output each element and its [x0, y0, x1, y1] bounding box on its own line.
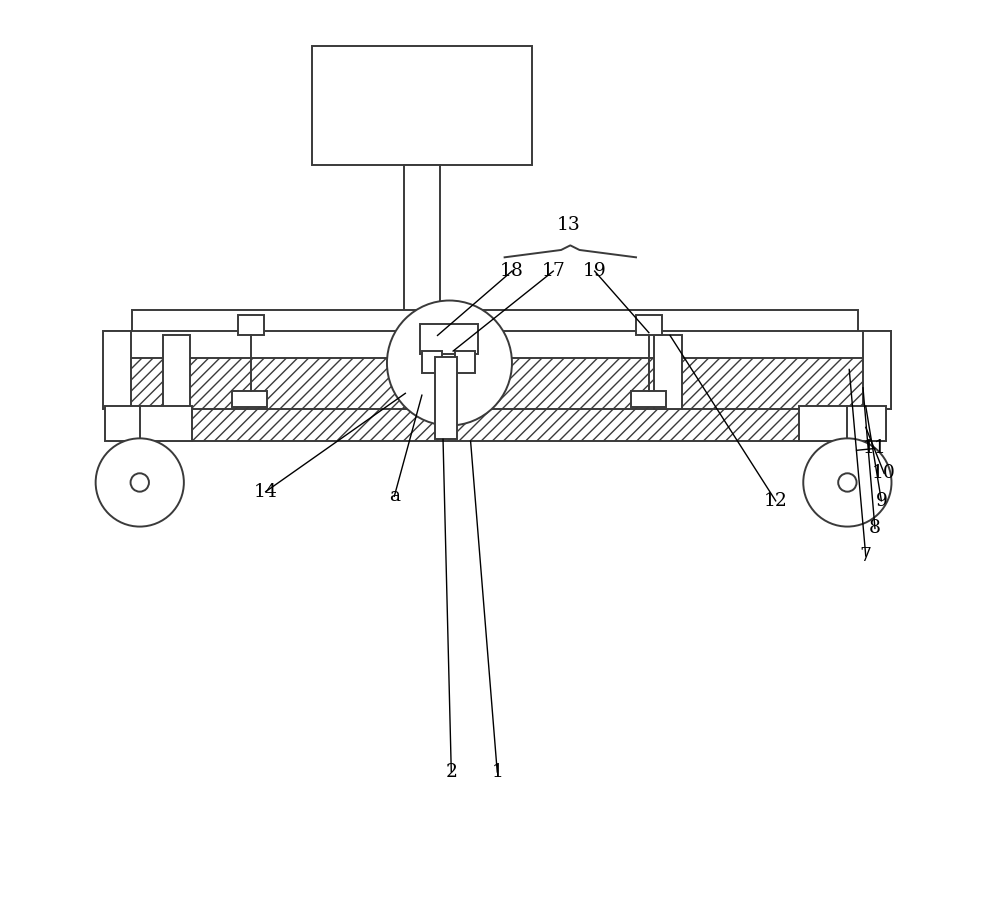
- Text: 2: 2: [445, 763, 457, 781]
- Bar: [863, 331, 891, 409]
- Bar: [631, 391, 666, 407]
- Circle shape: [131, 473, 149, 492]
- Text: 17: 17: [541, 262, 565, 280]
- Circle shape: [96, 438, 184, 527]
- Bar: [404, 165, 440, 395]
- Text: 10: 10: [872, 464, 896, 482]
- Bar: [636, 315, 662, 335]
- Bar: [455, 351, 475, 373]
- Bar: [163, 335, 190, 409]
- Text: 18: 18: [500, 262, 524, 280]
- Bar: [103, 331, 131, 409]
- Text: 9: 9: [875, 492, 887, 510]
- Bar: [435, 357, 457, 439]
- Bar: [232, 391, 267, 407]
- Bar: [105, 331, 891, 409]
- Text: 8: 8: [869, 519, 881, 538]
- Bar: [799, 406, 886, 441]
- Bar: [238, 315, 264, 335]
- Circle shape: [838, 473, 857, 492]
- Text: a: a: [389, 487, 400, 505]
- Bar: [312, 46, 532, 165]
- Bar: [420, 324, 478, 354]
- Text: 14: 14: [254, 482, 278, 501]
- Text: 7: 7: [860, 547, 872, 565]
- Text: 13: 13: [557, 216, 581, 234]
- Text: 1: 1: [491, 763, 503, 781]
- Text: 12: 12: [764, 492, 788, 510]
- Bar: [109, 358, 886, 441]
- Bar: [422, 351, 442, 373]
- Text: 11: 11: [863, 439, 887, 458]
- Bar: [654, 335, 682, 409]
- Circle shape: [387, 301, 512, 425]
- Bar: [105, 406, 192, 441]
- Bar: [132, 310, 858, 335]
- Text: 19: 19: [583, 262, 607, 280]
- Circle shape: [803, 438, 891, 527]
